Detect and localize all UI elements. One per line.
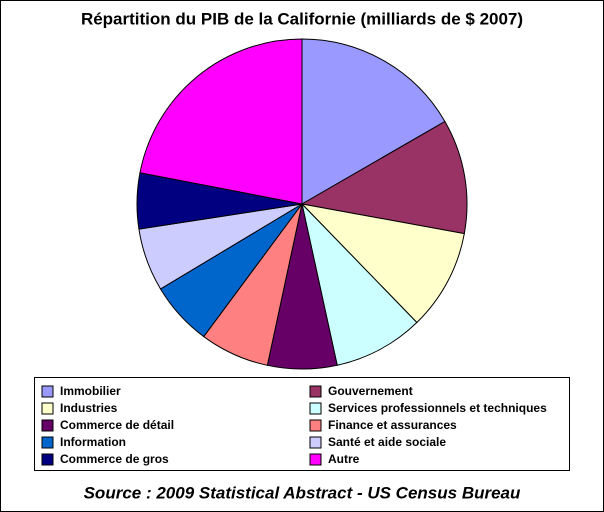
pie-slice: [301, 202, 418, 366]
legend-label: Industries: [60, 401, 118, 415]
legend-swatch: [309, 453, 322, 466]
legend-swatch: [41, 453, 54, 466]
legend-label: Autre: [328, 452, 360, 466]
legend-label: Information: [60, 435, 126, 449]
pie-slice: [139, 38, 303, 205]
legend-swatch: [41, 436, 54, 449]
pie-slice: [301, 38, 446, 205]
legend-swatch: [41, 402, 54, 415]
legend-swatch: [41, 419, 54, 432]
legend-box: [34, 377, 570, 471]
legend-swatch: [309, 436, 322, 449]
legend-swatch: [309, 419, 322, 432]
legend-label: Gouvernement: [328, 384, 413, 398]
chart-title: Répartition du PIB de la Californie (mil…: [81, 9, 523, 28]
legend-label: Immobilier: [60, 384, 121, 398]
legend-swatch: [309, 402, 322, 415]
legend-swatch: [41, 385, 54, 398]
legend-label: Finance et assurances: [328, 418, 457, 432]
legend-label: Santé et aide sociale: [328, 435, 446, 449]
legend-label: Commerce de détail: [60, 418, 174, 432]
pie-slice: [300, 203, 465, 324]
legend-label: Commerce de gros: [60, 452, 169, 466]
legend-label: Services professionnels et techniques: [328, 401, 547, 415]
legend-swatch: [309, 385, 322, 398]
pie-slice: [300, 120, 468, 235]
source-note: Source : 2009 Statistical Abstract - US …: [84, 483, 521, 502]
